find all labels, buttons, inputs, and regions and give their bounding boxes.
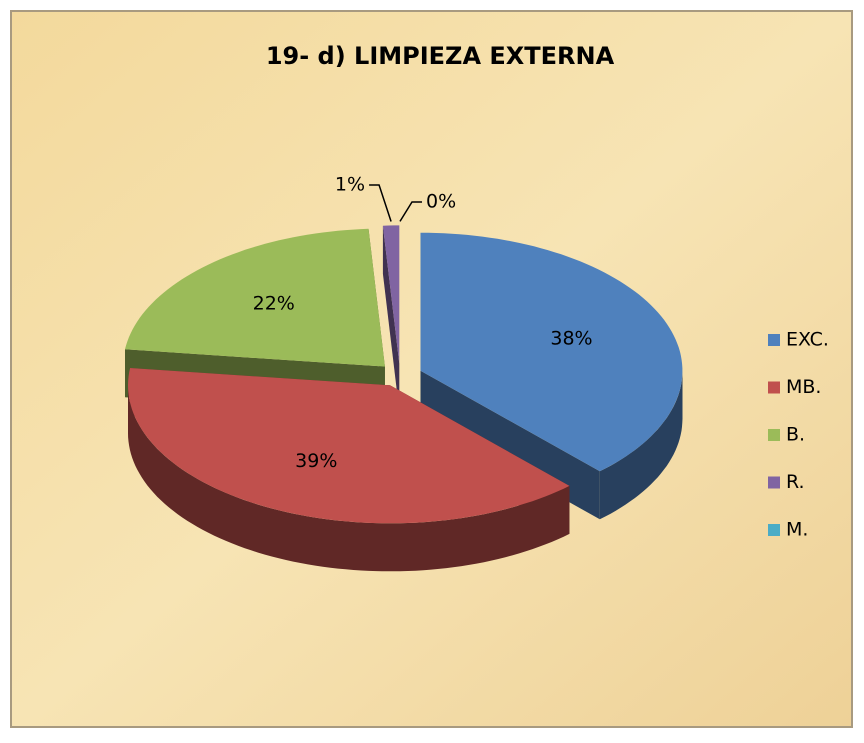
slice-side	[128, 385, 570, 572]
slice-side	[599, 370, 683, 520]
data-label: 22%	[253, 293, 295, 315]
legend-label: EXC.	[786, 329, 829, 351]
legend-swatch	[768, 334, 780, 346]
legend-label: R.	[786, 471, 805, 493]
legend-swatch	[768, 524, 780, 536]
slice	[128, 368, 570, 524]
slice-side	[382, 225, 400, 412]
data-label: 0%	[426, 191, 456, 213]
leader-line	[399, 201, 422, 222]
legend-label: MB.	[786, 376, 821, 398]
legend-swatch	[768, 429, 780, 441]
legend-swatch	[768, 476, 780, 489]
legend-swatch	[768, 381, 780, 394]
data-label: 1%	[335, 174, 365, 196]
leader-line	[369, 184, 392, 222]
slice	[420, 232, 683, 472]
slice	[382, 225, 400, 364]
legend-label: B.	[786, 424, 805, 446]
chart-title: 19- d) LIMPIEZA EXTERNA	[266, 42, 615, 70]
data-label: 39%	[295, 450, 337, 472]
slice	[125, 228, 385, 367]
legend-label: M.	[786, 519, 808, 541]
data-label: 38%	[550, 328, 592, 350]
